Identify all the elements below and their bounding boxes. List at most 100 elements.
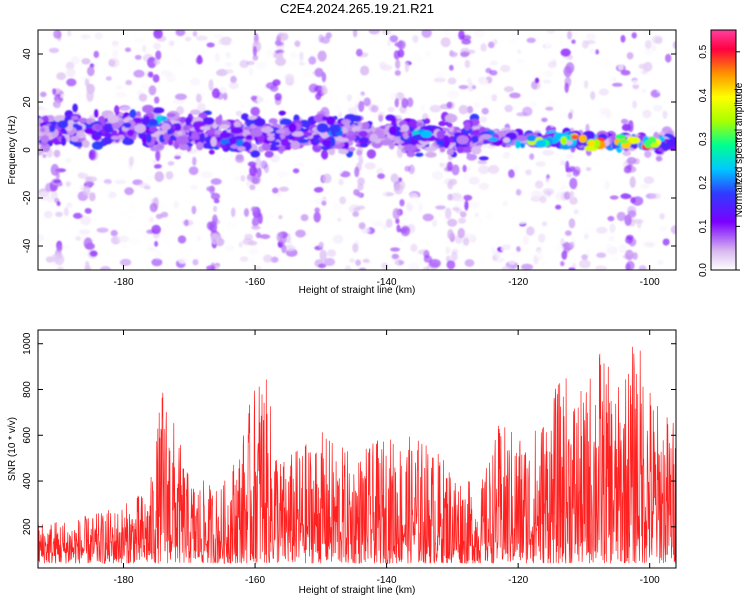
spectrogram-band-cell bbox=[347, 146, 356, 152]
spectrogram-speckle bbox=[284, 114, 295, 120]
spectrogram-speckle bbox=[338, 166, 343, 174]
spectrogram-streak bbox=[624, 214, 632, 226]
spectrogram-speckle bbox=[270, 58, 277, 68]
spectrogram-speckle bbox=[541, 221, 548, 227]
spectrogram-streak bbox=[213, 205, 218, 213]
spectrogram-band-cell bbox=[167, 129, 173, 135]
spectrogram-band-cell bbox=[284, 145, 292, 151]
spectrogram-streak bbox=[208, 79, 214, 91]
spectrogram-speckle bbox=[617, 64, 624, 71]
spectrogram-speckle bbox=[239, 256, 249, 262]
spectrogram-speckle bbox=[80, 33, 91, 40]
spectrogram-band-cell bbox=[502, 137, 511, 144]
spectrogram-ytick-label: -40 bbox=[22, 238, 33, 253]
spectrogram-streak bbox=[276, 232, 284, 243]
spectrogram-speckle bbox=[534, 180, 544, 189]
spectrogram-speckle bbox=[195, 56, 204, 65]
spectrogram-axes: -180 -160 -140 -120 -100 -40 -20 0 20 40 bbox=[22, 30, 676, 288]
spectrogram-streak bbox=[630, 197, 636, 204]
spectrogram-speckle bbox=[124, 187, 134, 196]
spectrogram-streak bbox=[251, 175, 261, 185]
spectrogram-speckle bbox=[670, 225, 676, 235]
spectrogram-speckle bbox=[466, 78, 472, 83]
spectrogram-speckle bbox=[268, 213, 275, 219]
spectrogram-band-cell bbox=[400, 124, 410, 132]
spectrogram-speckle bbox=[172, 99, 185, 105]
spectrogram-speckle bbox=[491, 246, 496, 255]
spectrogram-streak bbox=[394, 70, 401, 76]
spectrogram-speckle bbox=[517, 58, 525, 64]
spectrogram-speckle bbox=[269, 84, 279, 92]
spectrogram-band-cell bbox=[661, 142, 671, 151]
spectrogram-speckle bbox=[408, 164, 415, 175]
spectrogram-speckle bbox=[244, 233, 254, 241]
spectrogram-speckle bbox=[616, 211, 626, 222]
spectrogram-band-cell bbox=[446, 122, 453, 128]
spectrogram-band-cell bbox=[72, 103, 78, 113]
spectrogram-streak bbox=[352, 211, 360, 217]
spectrogram-speckle bbox=[606, 242, 612, 250]
spectrogram-speckle bbox=[547, 61, 557, 69]
spectrogram-band-cell bbox=[359, 137, 369, 143]
spectrogram-speckle bbox=[582, 226, 593, 235]
spectrogram-band-cell bbox=[183, 125, 190, 131]
spectrogram-speckle bbox=[554, 244, 565, 252]
spectrogram-streak bbox=[353, 189, 360, 196]
spectrogram-hot-spot bbox=[560, 136, 568, 146]
spectrogram-streak bbox=[153, 59, 161, 65]
spectrogram-band-cell bbox=[463, 121, 471, 131]
spectrogram-band-cell bbox=[515, 135, 528, 142]
spectrogram-band-cell bbox=[185, 116, 192, 126]
spectrogram-band-cell bbox=[53, 115, 65, 123]
spectrogram-streak bbox=[629, 176, 636, 188]
spectrogram-streak bbox=[464, 200, 469, 211]
spectrogram-hot-spot bbox=[420, 130, 433, 138]
spectrogram-speckle bbox=[235, 154, 245, 163]
spectrogram-speckle bbox=[286, 176, 297, 184]
spectrogram-hot-spot bbox=[228, 137, 237, 145]
spectrogram-hot-spot bbox=[141, 117, 150, 126]
spectrogram-streak bbox=[154, 240, 159, 247]
spectrogram-speckle bbox=[79, 216, 92, 226]
spectrogram-streak bbox=[352, 30, 358, 38]
spectrogram-speckle bbox=[372, 220, 384, 227]
spectrogram-speckle bbox=[347, 107, 358, 115]
spectrogram-speckle bbox=[399, 199, 405, 207]
spectrogram-streak bbox=[446, 260, 456, 270]
spectrogram-speckle bbox=[526, 37, 536, 43]
spectrogram-speckle bbox=[94, 32, 103, 40]
spectrogram-speckle bbox=[473, 254, 478, 262]
spectrogram-speckle bbox=[223, 92, 228, 101]
spectrogram-speckle bbox=[478, 182, 490, 191]
spectrogram-streak bbox=[251, 217, 259, 227]
spectrogram-band-cell bbox=[109, 114, 119, 124]
spectrogram-speckle bbox=[662, 110, 668, 119]
spectrogram-speckle bbox=[239, 59, 249, 69]
spectrogram-speckle bbox=[452, 61, 461, 69]
spectrogram-band-cell bbox=[210, 136, 217, 147]
spectrogram-band-cell bbox=[559, 144, 573, 150]
spectrogram-speckle bbox=[312, 240, 318, 247]
spectrogram-band-cell bbox=[110, 135, 120, 140]
spectrogram-speckle bbox=[620, 35, 626, 43]
spectrogram-speckle bbox=[288, 59, 297, 69]
spectrogram-speckle bbox=[342, 46, 352, 55]
spectrogram-band-cell bbox=[93, 108, 99, 118]
spectrogram-hot-spot bbox=[578, 134, 588, 143]
spectrogram-streak bbox=[155, 149, 161, 162]
spectrogram-streak bbox=[447, 229, 454, 240]
spectrogram-speckle bbox=[609, 223, 616, 234]
spectrogram-speckle bbox=[136, 226, 141, 234]
spectrogram-ytick-label: 40 bbox=[22, 48, 33, 60]
spectrogram-streak bbox=[568, 218, 576, 229]
spectrogram-speckle bbox=[93, 159, 100, 168]
spectrogram-speckle bbox=[96, 227, 109, 233]
spectrogram-speckle bbox=[174, 178, 182, 183]
spectrogram-speckle bbox=[648, 123, 654, 128]
spectrogram-speckle bbox=[618, 243, 627, 253]
spectrogram-speckle bbox=[74, 183, 83, 189]
spectrogram-streak bbox=[626, 52, 634, 60]
spectrogram-speckle bbox=[428, 259, 441, 268]
spectrogram-hot-spot bbox=[527, 139, 536, 146]
spectrogram-speckle bbox=[641, 88, 647, 94]
